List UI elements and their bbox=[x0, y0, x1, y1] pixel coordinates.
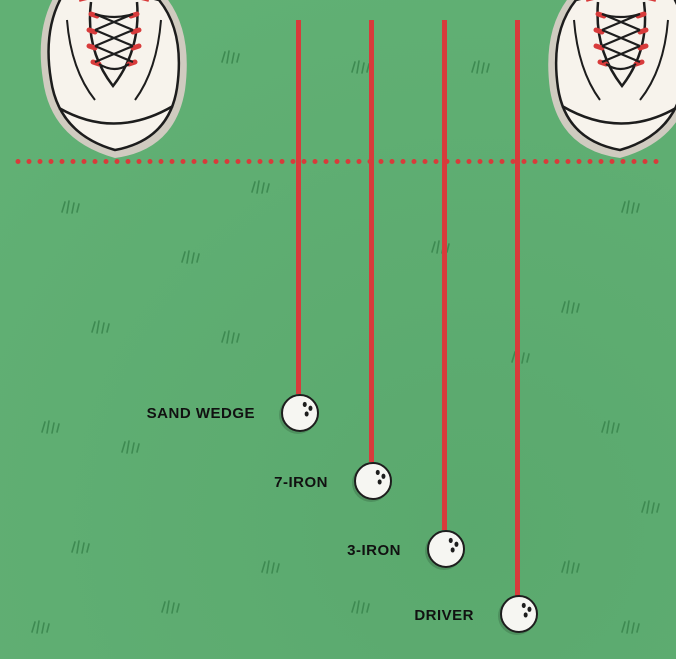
golf-ball-position-diagram: SAND WEDGE 7-IRON 3-IRON DRIVER bbox=[0, 0, 676, 659]
club-label: 7-IRON bbox=[0, 474, 328, 491]
position-line bbox=[296, 20, 301, 394]
golf-ball bbox=[281, 394, 319, 432]
club-label: SAND WEDGE bbox=[0, 405, 255, 422]
position-line bbox=[515, 20, 520, 596]
position-line bbox=[442, 20, 447, 530]
right-foot-shoe bbox=[530, 0, 676, 170]
golf-ball bbox=[354, 462, 392, 500]
club-label: 3-IRON bbox=[0, 542, 401, 559]
club-label: DRIVER bbox=[0, 607, 474, 624]
left-foot-shoe bbox=[25, 0, 205, 170]
golf-ball bbox=[500, 595, 538, 633]
golf-ball bbox=[427, 530, 465, 568]
position-line bbox=[369, 20, 374, 462]
